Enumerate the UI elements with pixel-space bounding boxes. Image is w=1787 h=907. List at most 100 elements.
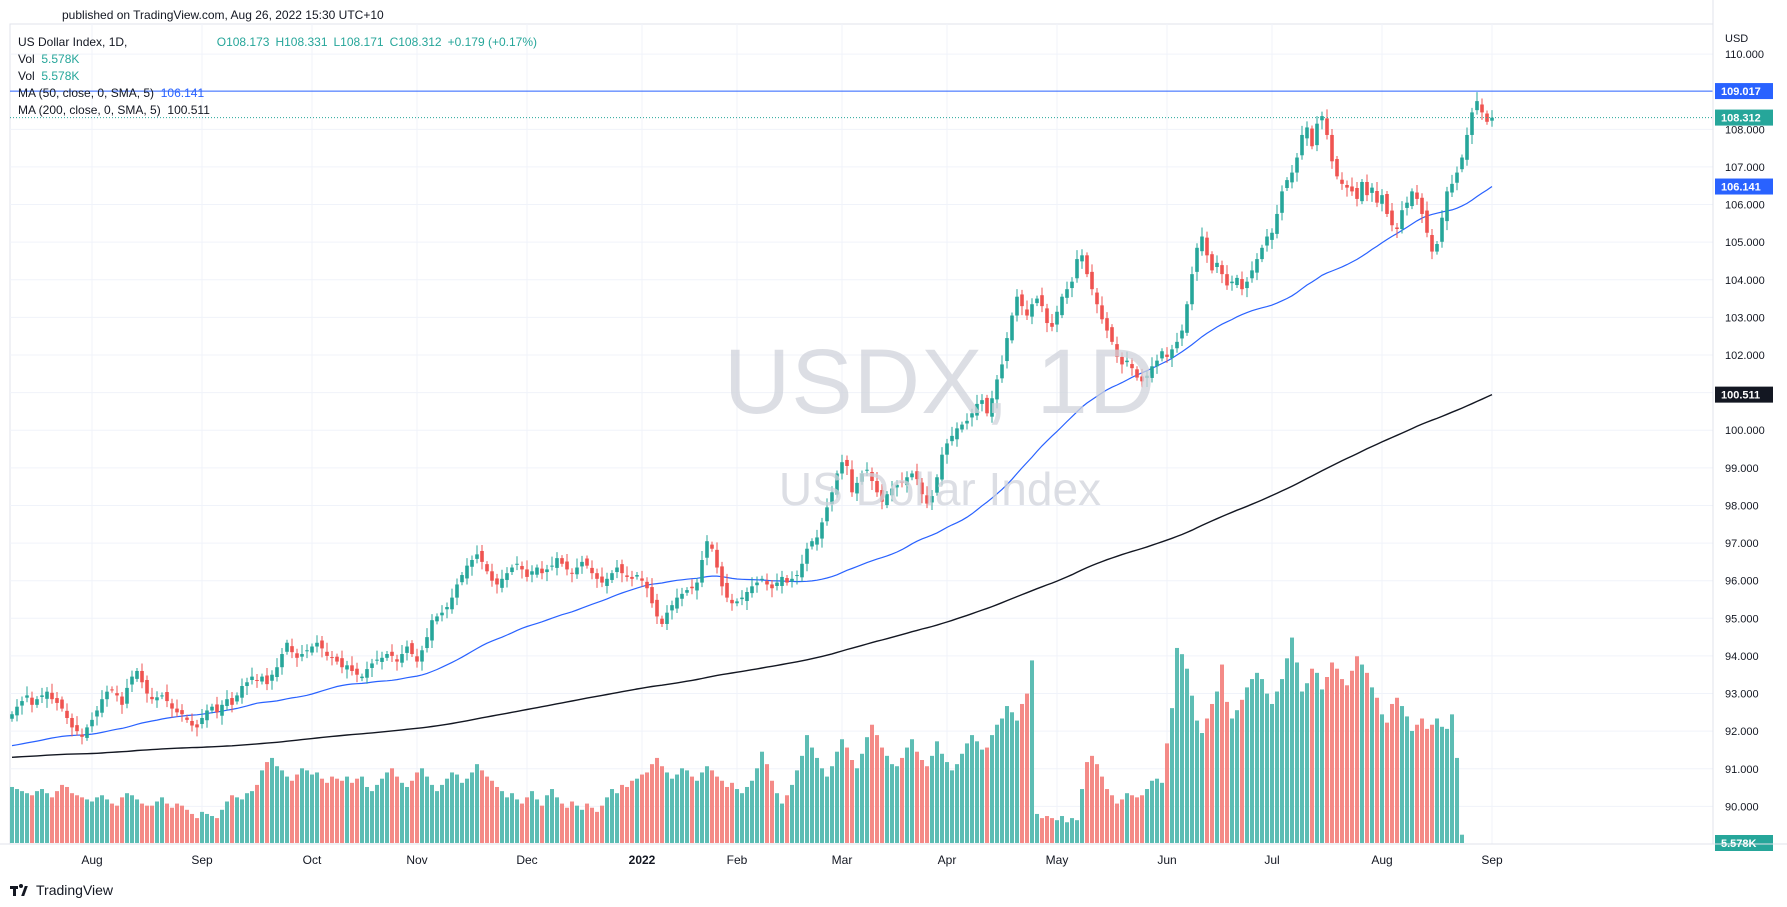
- volume-bar: [1295, 662, 1299, 843]
- candle-body: [1040, 295, 1044, 307]
- candle-body: [1460, 157, 1464, 170]
- vol-value: 5.578K: [41, 69, 80, 83]
- volume-bar: [880, 747, 884, 843]
- time-tick-label: Aug: [1371, 853, 1392, 867]
- volume-bar: [1160, 782, 1164, 843]
- volume-bar: [800, 755, 804, 843]
- candle-body: [1025, 309, 1029, 316]
- legend-ma200-row[interactable]: MA (200, close, 0, SMA, 5) 100.511: [18, 102, 543, 119]
- volume-bar: [525, 797, 529, 843]
- volume-bar: [180, 805, 184, 843]
- volume-bar: [145, 805, 149, 843]
- legend-vol-row-1[interactable]: Vol 5.578K: [18, 51, 543, 68]
- volume-bar: [740, 793, 744, 843]
- candle-body: [30, 697, 34, 705]
- volume-bar: [1085, 762, 1089, 843]
- candle-body: [530, 571, 534, 575]
- candle-body: [285, 642, 289, 652]
- candle-body: [1250, 270, 1254, 279]
- volume-bar: [295, 774, 299, 843]
- candle-body: [360, 676, 364, 679]
- volume-bar: [380, 778, 384, 843]
- vol-label: Vol: [18, 52, 35, 66]
- volume-bar: [350, 782, 354, 843]
- price-tick-label: 93.000: [1725, 689, 1759, 701]
- volume-bars: [10, 637, 1464, 843]
- legend-vol-row-2[interactable]: Vol 5.578K: [18, 68, 543, 85]
- candle-body: [215, 704, 219, 713]
- candle-body: [385, 654, 389, 658]
- volume-bar: [1400, 706, 1404, 843]
- candle-body: [145, 680, 149, 694]
- candle-body: [700, 560, 704, 583]
- candle-body: [1035, 298, 1039, 304]
- candle-body: [1275, 213, 1279, 234]
- candle-body: [1290, 172, 1294, 183]
- volume-bar: [1355, 656, 1359, 843]
- volume-bar: [710, 770, 714, 843]
- candle-body: [1130, 364, 1134, 369]
- candle-body: [375, 659, 379, 661]
- volume-bar: [1330, 662, 1334, 843]
- volume-bar: [1460, 834, 1464, 843]
- volume-bar: [700, 772, 704, 843]
- volume-bar: [370, 791, 374, 843]
- volume-bar: [60, 784, 64, 843]
- candle-body: [560, 558, 564, 564]
- time-tick-label: Dec: [516, 853, 537, 867]
- candle-body: [1255, 259, 1259, 273]
- candle-body: [165, 692, 169, 702]
- candle-body: [945, 443, 949, 455]
- candle-body: [1285, 180, 1289, 188]
- candle-body: [940, 454, 944, 480]
- candle-body: [915, 471, 919, 480]
- candle-body: [1265, 236, 1269, 246]
- volume-bar: [280, 770, 284, 843]
- change-value: +0.179 (+0.17%): [447, 35, 538, 49]
- candle-body: [475, 554, 479, 559]
- candle-body: [825, 507, 829, 522]
- volume-bar: [670, 778, 674, 843]
- price-tick-label: 94.000: [1725, 651, 1759, 663]
- volume-bar: [895, 766, 899, 843]
- ma50-price-badge: 106.141: [1721, 182, 1761, 194]
- volume-bar: [1305, 683, 1309, 843]
- symbol-title[interactable]: US Dollar Index, 1D,: [18, 35, 128, 49]
- chart-overlays: [10, 90, 1713, 119]
- volume-bar: [1100, 776, 1104, 843]
- volume-bar: [795, 770, 799, 843]
- candle-body: [90, 719, 94, 727]
- time-tick-label: 2022: [629, 853, 656, 867]
- volume-bar: [780, 803, 784, 843]
- candle-body: [1405, 202, 1409, 208]
- candle-body: [75, 725, 79, 732]
- volume-bar: [1020, 703, 1024, 843]
- tradingview-brand[interactable]: TradingView: [10, 882, 113, 898]
- candle-body: [1270, 232, 1274, 240]
- volume-bar: [705, 766, 709, 843]
- candle-body: [715, 549, 719, 568]
- price-tick-label: 110.000: [1725, 49, 1764, 61]
- time-axis: Aug Sep Oct Nov Dec 2022 Feb Mar Apr May Jun Jul Aug…: [0, 843, 1787, 867]
- volume-bar: [1040, 818, 1044, 843]
- volume-bar: [1405, 716, 1409, 843]
- volume-bar: [1350, 670, 1354, 843]
- volume-bar: [980, 749, 984, 843]
- candle-body: [280, 654, 284, 668]
- plot-frame: [9, 23, 1714, 845]
- candle-body: [1155, 360, 1159, 367]
- volume-bar: [650, 764, 654, 843]
- volume-bar: [345, 776, 349, 843]
- volume-bar: [840, 739, 844, 843]
- candle-body: [400, 654, 404, 663]
- candle-body: [70, 717, 74, 728]
- candle-body: [1175, 341, 1179, 349]
- volume-bar: [545, 795, 549, 843]
- volume-bar: [30, 795, 34, 843]
- candle-body: [65, 710, 69, 718]
- candle-body: [800, 563, 804, 578]
- candle-body: [185, 717, 189, 720]
- legend-ma50-row[interactable]: MA (50, close, 0, SMA, 5) 106.141: [18, 85, 543, 102]
- candle-body: [1455, 172, 1459, 183]
